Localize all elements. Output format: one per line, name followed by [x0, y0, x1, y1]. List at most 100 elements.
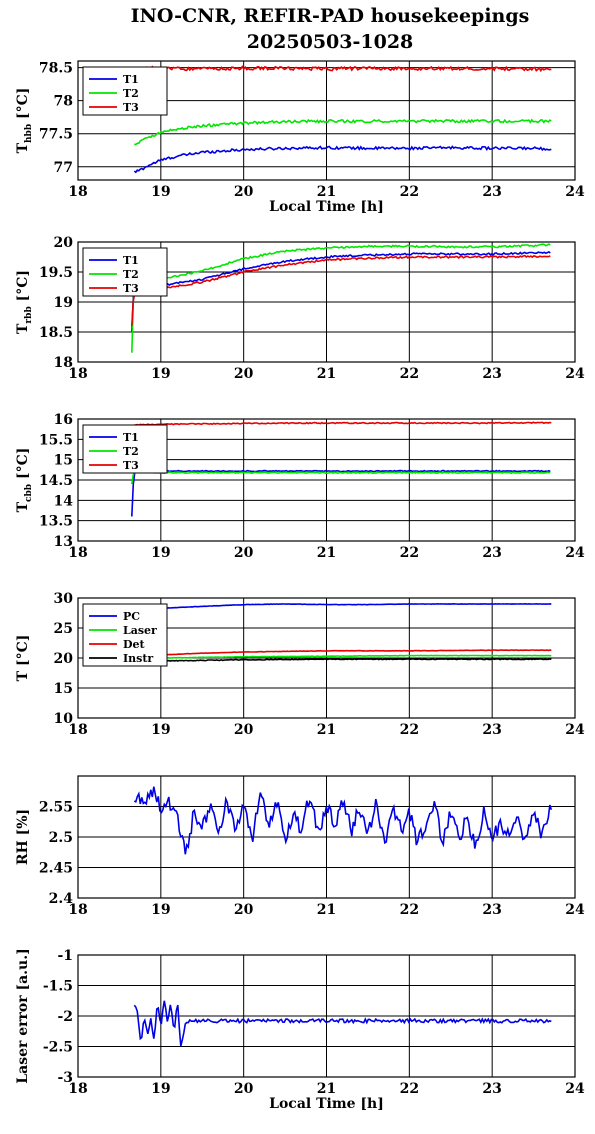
plot-frame	[77, 418, 576, 542]
grid-lines	[78, 955, 575, 1077]
x-tick-label: 21	[317, 366, 336, 382]
x-tick-label: 18	[68, 366, 87, 382]
x-tick-label: 22	[400, 1081, 419, 1097]
figure-title: INO-CNR, REFIR-PAD housekeepings	[131, 5, 530, 27]
legend-label: T3	[123, 459, 139, 472]
y-tick-label: -2.5	[43, 1040, 73, 1056]
y-tick-label: 10	[54, 711, 74, 727]
figure-subtitle: 20250503-1028	[247, 31, 414, 53]
x-tick-label: 23	[482, 545, 501, 561]
x-tick-label: 23	[482, 184, 501, 200]
x-tick-label: 24	[565, 545, 585, 561]
y-tick-label: 30	[54, 591, 74, 607]
series-line-data	[133, 1000, 552, 1047]
y-tick-label: 13	[54, 534, 73, 550]
x-tick-label: 24	[565, 1081, 585, 1097]
legend-label: T1	[123, 73, 139, 86]
x-tick-label: 19	[151, 722, 170, 738]
legend-label: Det	[123, 638, 146, 651]
series-line-t2	[131, 243, 551, 353]
grid-lines	[78, 776, 575, 898]
y-tick-label: 15	[54, 681, 73, 697]
y-tick-label: 18.5	[39, 325, 73, 341]
plot-frame	[77, 60, 576, 181]
y-tick-label: 20	[54, 651, 74, 667]
y-tick-label: -2	[57, 1009, 73, 1025]
y-tick-label: 2.4	[49, 891, 74, 907]
x-tick-label: 20	[234, 722, 254, 738]
y-tick-label: 13.5	[39, 514, 73, 530]
x-tick-label: 24	[565, 902, 585, 918]
x-tick-label: 18	[68, 184, 87, 200]
plot-frame	[77, 775, 576, 899]
y-tick-label: 25	[54, 621, 73, 637]
grid-lines	[78, 242, 575, 362]
x-tick-label: 23	[482, 1081, 501, 1097]
x-tick-label: 21	[317, 722, 336, 738]
x-tick-label: 22	[400, 545, 419, 561]
y-tick-label: -1	[57, 948, 73, 964]
x-tick-label: 22	[400, 902, 419, 918]
y-tick-label: 78.5	[39, 61, 73, 77]
legend-label: T3	[123, 282, 139, 295]
y-axis-label: RH [%]	[15, 809, 31, 865]
x-tick-label: 18	[68, 722, 87, 738]
y-tick-label: 20	[54, 235, 74, 251]
series-line-t2	[134, 118, 552, 146]
series-line-t3	[134, 421, 552, 427]
legend-label: T2	[123, 87, 139, 100]
series-line-pc	[134, 602, 552, 612]
x-tick-label: 21	[317, 1081, 336, 1097]
chart-panel-6: 18 19 20 21 22 23 24 -3 -2.5 -2 -1.5 -1 Local Time […	[15, 948, 585, 1112]
y-tick-label: 14	[54, 493, 74, 509]
series-line-laser	[134, 654, 552, 660]
y-tick-label: 15	[54, 453, 73, 469]
x-tick-label: 23	[482, 366, 501, 382]
y-tick-label: 18	[54, 355, 73, 371]
chart-panel-1: 18 19 20 21 22 23 24 77 77.5 78 78.5 Local Time [h]…	[15, 60, 585, 215]
grid-lines	[78, 419, 575, 541]
y-axis-label: Trbb [°C]	[15, 270, 34, 334]
x-tick-label: 20	[234, 902, 254, 918]
x-tick-label: 20	[234, 1081, 254, 1097]
y-axis-label: T [°C]	[15, 635, 31, 682]
chart-panel-3: 18 19 20 21 22 23 24 13 13.5 14 14.5 15 15.5 16 Tcbb […	[15, 412, 585, 561]
series-line-t1	[133, 145, 552, 174]
legend-label: Laser	[123, 624, 157, 637]
y-tick-label: 2.55	[39, 800, 73, 816]
x-axis-label: Local Time [h]	[269, 199, 384, 215]
y-tick-label: 15.5	[39, 432, 73, 448]
legend-label: T2	[123, 268, 139, 281]
x-tick-label: 21	[317, 545, 336, 561]
plot-frame	[77, 241, 576, 363]
x-tick-label: 20	[234, 366, 254, 382]
series-line-data	[133, 786, 553, 855]
y-tick-label: 78	[54, 94, 73, 110]
x-tick-label: 19	[151, 902, 170, 918]
series-line-det	[134, 649, 552, 658]
series-line-t1	[131, 250, 551, 332]
x-tick-label: 18	[68, 902, 87, 918]
y-tick-label: -1.5	[43, 979, 73, 995]
y-tick-label: 77	[54, 160, 73, 176]
x-tick-label: 24	[565, 722, 585, 738]
y-axis-label: Thbb [°C]	[15, 88, 34, 154]
y-axis-label: Tcbb [°C]	[15, 448, 34, 513]
y-tick-label: 2.5	[49, 830, 73, 846]
x-tick-label: 19	[151, 366, 170, 382]
x-tick-label: 22	[400, 366, 419, 382]
x-tick-label: 21	[317, 184, 336, 200]
legend-label: T2	[123, 445, 139, 458]
y-tick-label: 19	[54, 295, 73, 311]
legend-label: T1	[123, 431, 139, 444]
x-tick-label: 18	[68, 1081, 87, 1097]
x-axis-label: Local Time [h]	[269, 1096, 384, 1112]
series-line-t2	[131, 470, 551, 485]
series-line-t3	[133, 65, 552, 73]
legend-label: T1	[123, 254, 139, 267]
